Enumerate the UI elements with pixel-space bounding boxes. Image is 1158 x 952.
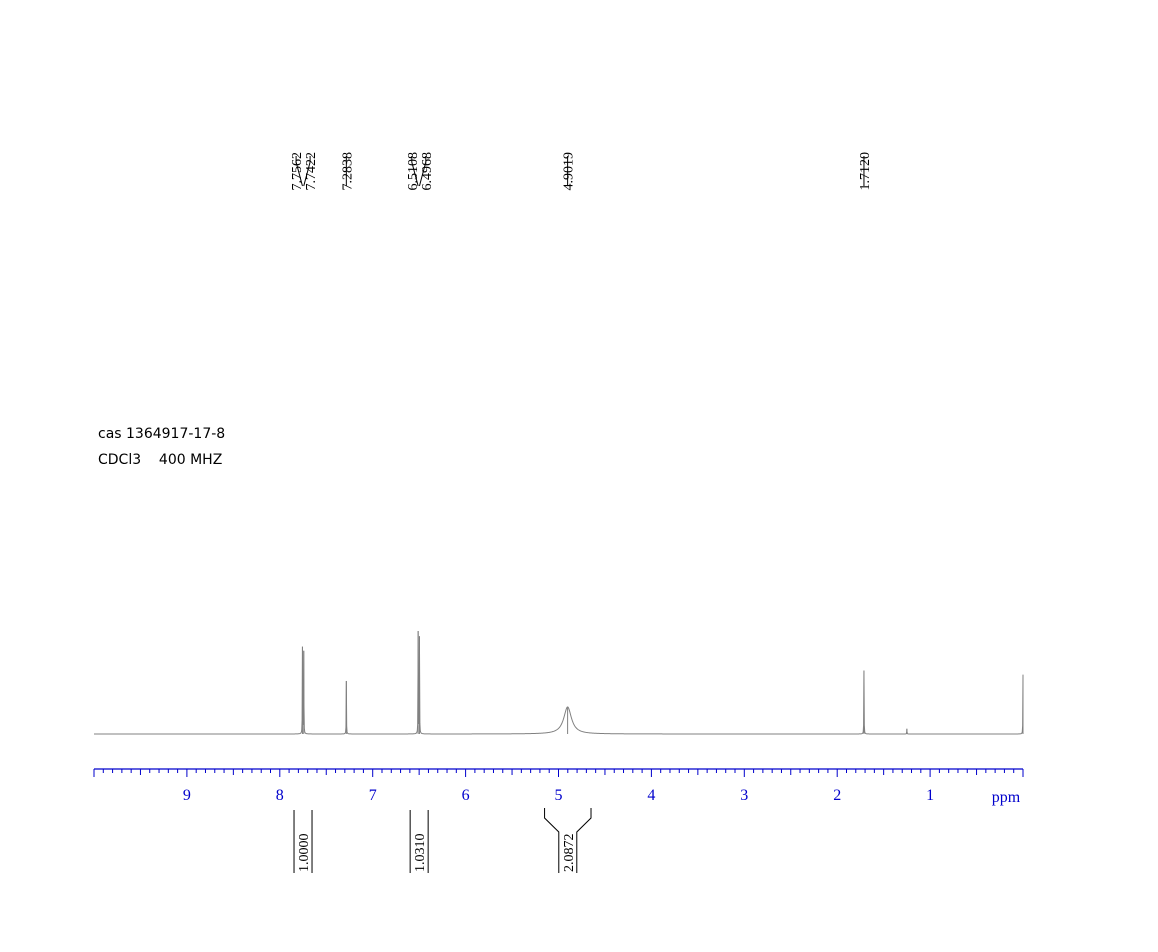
peak-label-group-1: 7.2838 xyxy=(340,152,355,191)
peak-label: 4.9019 xyxy=(562,152,577,191)
peak-label-connector xyxy=(303,156,311,187)
peak-label: 7.7562 xyxy=(290,152,305,191)
integral-label: 1.0310 xyxy=(413,834,428,873)
integral-bracket xyxy=(544,808,592,873)
sample-conditions-label: CDCl3 400 MHZ xyxy=(98,452,223,468)
peak-label: 7.7422 xyxy=(304,152,319,191)
x-tick-label-9: 9 xyxy=(183,787,191,804)
peak-label-connector xyxy=(418,156,427,187)
peak-label-connector xyxy=(411,156,419,187)
peak-label: 6.5108 xyxy=(406,152,421,191)
integral-label: 1.0000 xyxy=(297,834,312,873)
peak-label: 7.2838 xyxy=(340,152,355,191)
integral-bracket xyxy=(293,810,313,873)
peak-label-group-4: 1.7120 xyxy=(858,152,873,191)
peak-label-connector xyxy=(295,156,303,187)
integral-label: 2.0872 xyxy=(562,834,577,873)
integral-1: 1.0310 xyxy=(409,810,429,873)
peak-label-group-2: 6.5108 6.4968 xyxy=(406,152,435,191)
x-axis-label: ppm xyxy=(992,789,1021,806)
x-tick-label-4: 4 xyxy=(647,787,655,804)
peak-label: 1.7120 xyxy=(858,152,873,191)
x-tick-label-7: 7 xyxy=(369,787,377,804)
peak-label-group-0: 7.7562 7.7422 xyxy=(290,152,319,191)
x-tick-label-1: 1 xyxy=(926,787,934,804)
x-tick-label-2: 2 xyxy=(833,787,841,804)
integral-bracket xyxy=(409,810,429,873)
x-tick-label-6: 6 xyxy=(462,787,470,804)
integrals: 1.0000 1.0310 2.0872 xyxy=(293,808,592,873)
x-axis: 9 8 7 6 5 4 3 2 1 ppm xyxy=(93,768,1024,806)
x-tick-label-3: 3 xyxy=(740,787,748,804)
spectrum-trace xyxy=(94,631,1024,735)
sample-cas-label: cas 1364917-17-8 xyxy=(98,426,226,442)
integral-0: 1.0000 xyxy=(293,810,313,873)
peak-labels: 7.7562 7.7422 7.2838 6.5108 6.4968 4.9019 1.71… xyxy=(290,152,873,191)
x-tick-label-8: 8 xyxy=(276,787,284,804)
integral-2: 2.0872 xyxy=(544,808,592,873)
x-tick-label-5: 5 xyxy=(555,787,563,804)
spectrum xyxy=(94,631,1024,735)
peak-label: 6.4968 xyxy=(420,152,435,191)
peak-label-group-3: 4.9019 xyxy=(562,152,577,191)
